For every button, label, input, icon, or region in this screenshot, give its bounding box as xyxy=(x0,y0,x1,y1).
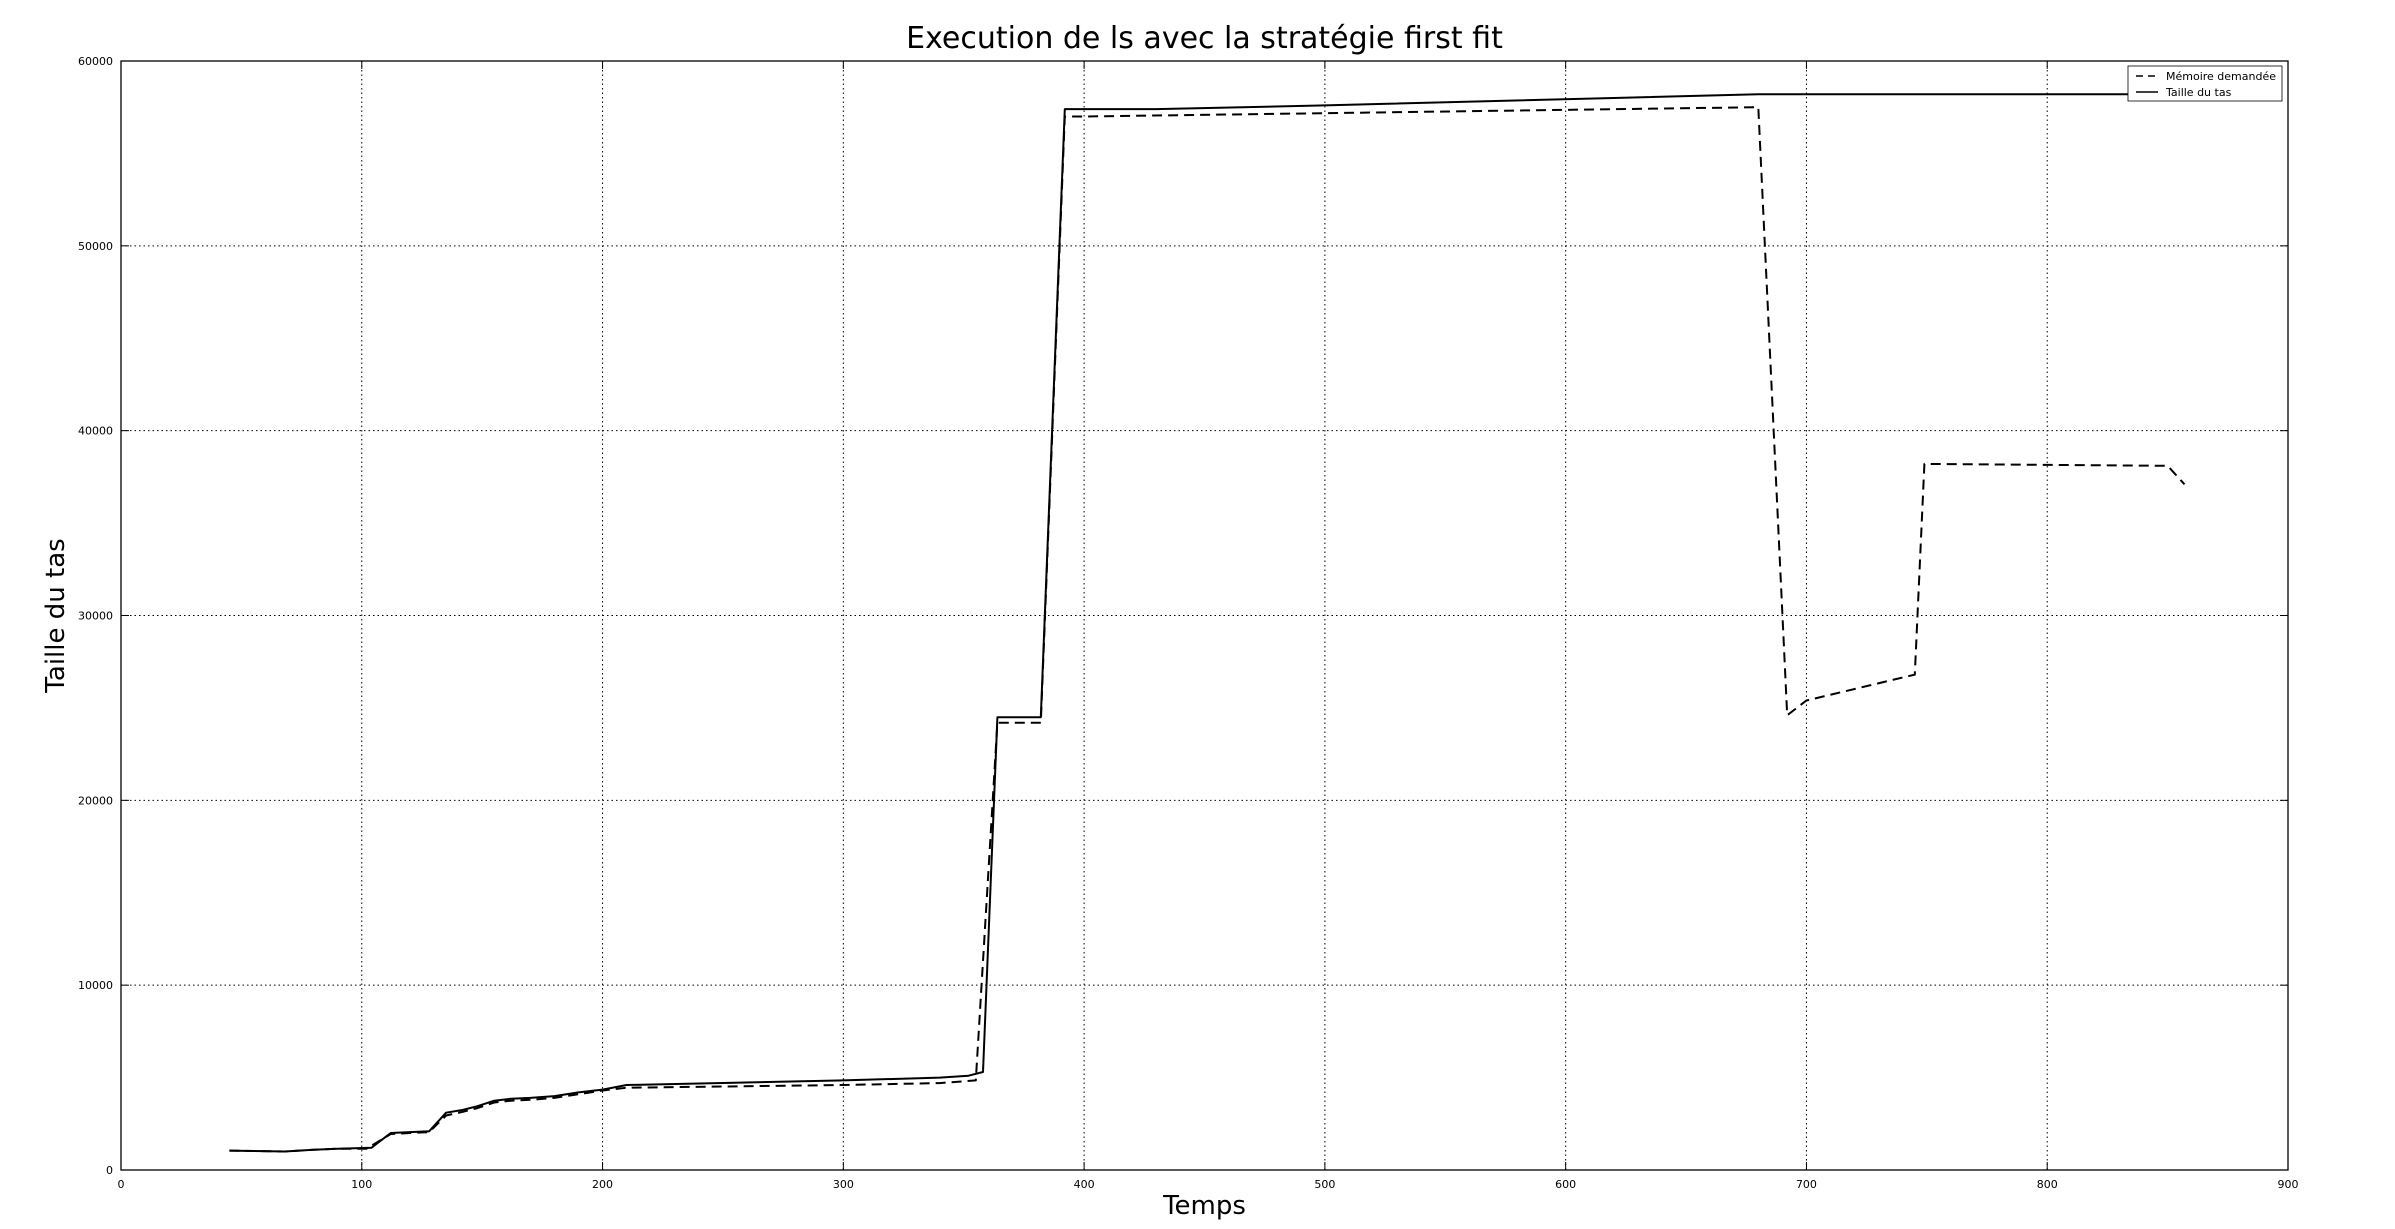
series-line-taille-du-tas xyxy=(229,93,2192,1153)
legend: Mémoire demandée Taille du tas xyxy=(2127,65,2283,102)
chart-title: Execution de ls avec la stratégie first … xyxy=(906,21,1503,56)
x-axis-label: Temps xyxy=(1162,1191,1246,1221)
grid-lines xyxy=(121,61,2288,1170)
x-tick-label: 800 xyxy=(2037,1178,2058,1191)
x-tick-label: 400 xyxy=(1074,1178,1095,1191)
x-tick-label: 700 xyxy=(1796,1178,1817,1191)
legend-label-taille-du-tas: Taille du tas xyxy=(2165,86,2232,99)
y-axis-label: Taille du tas xyxy=(41,538,71,693)
x-tick-label: 200 xyxy=(592,1178,613,1191)
y-tick-label: 30000 xyxy=(78,610,113,623)
y-tick-label: 60000 xyxy=(78,55,113,68)
x-tick-label: 500 xyxy=(1314,1178,1335,1191)
y-tick-label: 40000 xyxy=(78,425,113,438)
y-tick-label: 0 xyxy=(106,1164,113,1177)
axis-ticks: 0 100 200 300 400 500 600 700 800 900 0 10000 20000 3… xyxy=(78,55,2299,1191)
y-tick-label: 20000 xyxy=(78,794,113,807)
y-tick-label: 10000 xyxy=(78,979,113,992)
series-lines xyxy=(229,93,2192,1153)
x-tick-label: 900 xyxy=(2278,1178,2299,1191)
legend-label-memoire-demandee: Mémoire demandée xyxy=(2166,70,2276,83)
series-line-memoire-demandee xyxy=(229,106,2186,1153)
x-tick-label: 100 xyxy=(351,1178,372,1191)
x-tick-label: 300 xyxy=(833,1178,854,1191)
legend-box xyxy=(2127,65,2283,102)
x-tick-label: 0 xyxy=(118,1178,125,1191)
x-tick-label: 600 xyxy=(1555,1178,1576,1191)
y-tick-label: 50000 xyxy=(78,240,113,253)
